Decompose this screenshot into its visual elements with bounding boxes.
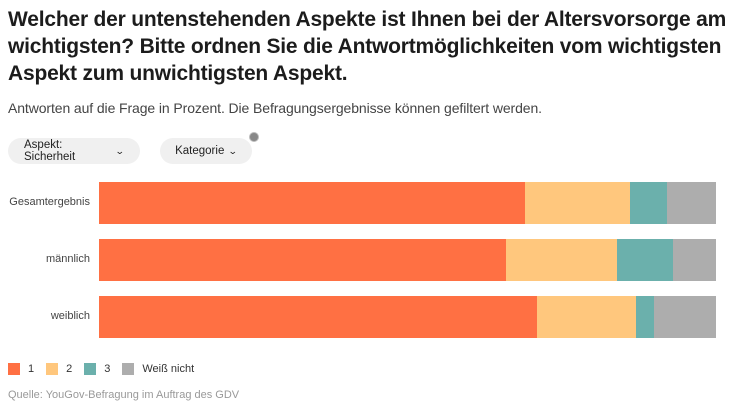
aspect-filter-label: Aspekt: Sicherheit bbox=[24, 139, 76, 163]
source-note: Quelle: YouGov-Befragung im Auftrag des … bbox=[8, 389, 240, 401]
chart-subtitle: Antworten auf die Frage in Prozent. Die … bbox=[8, 100, 542, 116]
bar-segment-3[interactable] bbox=[635, 296, 655, 338]
category-filter-dropdown[interactable]: Kategorie ⌄ bbox=[160, 138, 252, 164]
bar-segment-3[interactable] bbox=[629, 182, 667, 224]
chevron-down-icon: ⌄ bbox=[228, 145, 239, 156]
category-filter-label: Kategorie bbox=[175, 145, 225, 157]
chevron-down-icon: ⌄ bbox=[115, 145, 126, 156]
row-label: weiblich bbox=[50, 310, 90, 322]
filter-bar: Aspekt: Sicherheit ⌄ Kategorie ⌄ bbox=[8, 138, 252, 164]
chart-legend: 1 2 3 Weiß nicht bbox=[8, 363, 206, 375]
legend-swatch bbox=[122, 363, 135, 375]
bar-segment-4[interactable] bbox=[666, 182, 716, 224]
row-label: Gesamtergebnis bbox=[9, 196, 90, 208]
bar-segment-4[interactable] bbox=[654, 296, 716, 338]
info-icon[interactable] bbox=[249, 132, 259, 142]
stacked-bar-chart: Gesamtergebnis männlich weiblich bbox=[0, 175, 735, 350]
legend-label: 3 bbox=[104, 363, 111, 375]
bar-segment-1[interactable] bbox=[99, 296, 538, 338]
chart-title: Welcher der untenstehenden Aspekte ist I… bbox=[8, 8, 727, 85]
bar-segment-4[interactable] bbox=[672, 239, 716, 281]
legend-label: 2 bbox=[66, 363, 73, 375]
legend-label: Weiß nicht bbox=[142, 363, 195, 375]
bar-segment-2[interactable] bbox=[506, 239, 618, 281]
bar-segment-3[interactable] bbox=[617, 239, 673, 281]
legend-item[interactable]: 1 bbox=[8, 363, 34, 375]
legend-swatch bbox=[8, 363, 20, 375]
legend-item[interactable]: 2 bbox=[46, 363, 72, 375]
legend-swatch bbox=[84, 363, 97, 375]
bar-segment-1[interactable] bbox=[99, 182, 525, 224]
aspect-filter-dropdown[interactable]: Aspekt: Sicherheit ⌄ bbox=[8, 138, 140, 164]
bar-segment-2[interactable] bbox=[524, 182, 630, 224]
legend-item[interactable]: 3 bbox=[84, 363, 110, 375]
bar-segment-2[interactable] bbox=[537, 296, 636, 338]
legend-label: 1 bbox=[28, 363, 35, 375]
legend-item[interactable]: Weiß nicht bbox=[122, 363, 194, 375]
bar-row bbox=[99, 239, 716, 281]
row-label: männlich bbox=[45, 253, 90, 265]
legend-swatch bbox=[46, 363, 59, 375]
bar-row bbox=[99, 182, 716, 224]
bar-segment-1[interactable] bbox=[99, 239, 507, 281]
bar-row bbox=[99, 296, 716, 338]
